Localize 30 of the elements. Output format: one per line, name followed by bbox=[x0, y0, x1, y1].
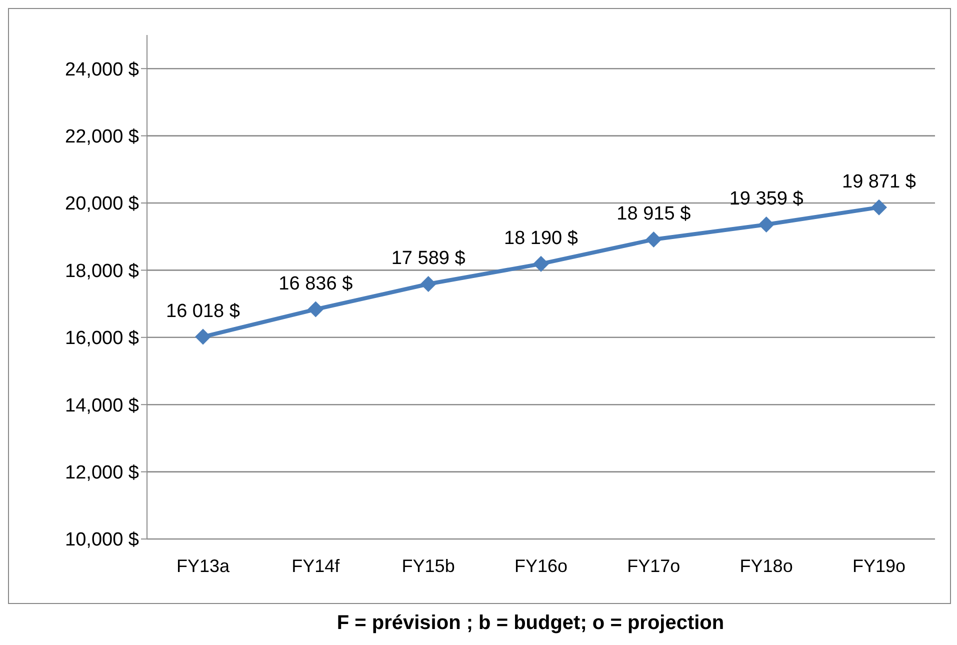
point bbox=[646, 231, 662, 248]
text: F = prévision ; b = budget; o = projection bbox=[336, 612, 726, 635]
point bbox=[420, 276, 436, 292]
point bbox=[533, 256, 549, 272]
point bbox=[195, 328, 211, 345]
point bbox=[871, 199, 887, 216]
x-tick-label: FY16o bbox=[514, 556, 568, 576]
y-tick-label: 10,000 $ bbox=[65, 530, 140, 551]
data-label: 17 589 $ bbox=[391, 248, 466, 270]
point bbox=[308, 301, 324, 318]
data-label: 16 836 $ bbox=[278, 273, 354, 294]
data-label: 19 871 $ bbox=[842, 171, 916, 192]
data-label: 16 018 $ bbox=[166, 300, 240, 322]
y-tick-label: 14,000 $ bbox=[65, 395, 140, 416]
x-tick-label: FY13a bbox=[176, 556, 230, 576]
x-tick-label: FY17o bbox=[627, 556, 680, 576]
data-label: 18 190 $ bbox=[504, 228, 578, 249]
y-tick-label: 20,000 $ bbox=[65, 194, 140, 215]
x-tick-label: FY15b bbox=[402, 556, 455, 576]
y-tick-label: 24,000 $ bbox=[65, 59, 140, 80]
point bbox=[758, 216, 774, 233]
data-label: 19 359 $ bbox=[729, 188, 804, 210]
x-tick-label: FY14f bbox=[292, 556, 341, 576]
data-label: 18 915 $ bbox=[616, 203, 692, 224]
y-tick-label: 18,000 $ bbox=[65, 260, 140, 282]
y-tick-label: 22,000 $ bbox=[65, 126, 140, 148]
y-tick-label: 16,000 $ bbox=[65, 328, 140, 350]
x-tick-label: FY18o bbox=[740, 556, 793, 576]
x-tick-label: FY19o bbox=[852, 556, 906, 576]
y-tick-label: 12,000 $ bbox=[65, 462, 140, 484]
